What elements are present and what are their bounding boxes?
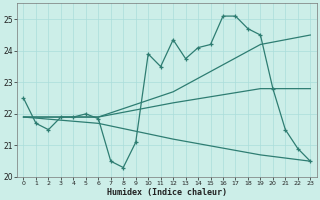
X-axis label: Humidex (Indice chaleur): Humidex (Indice chaleur) bbox=[107, 188, 227, 197]
